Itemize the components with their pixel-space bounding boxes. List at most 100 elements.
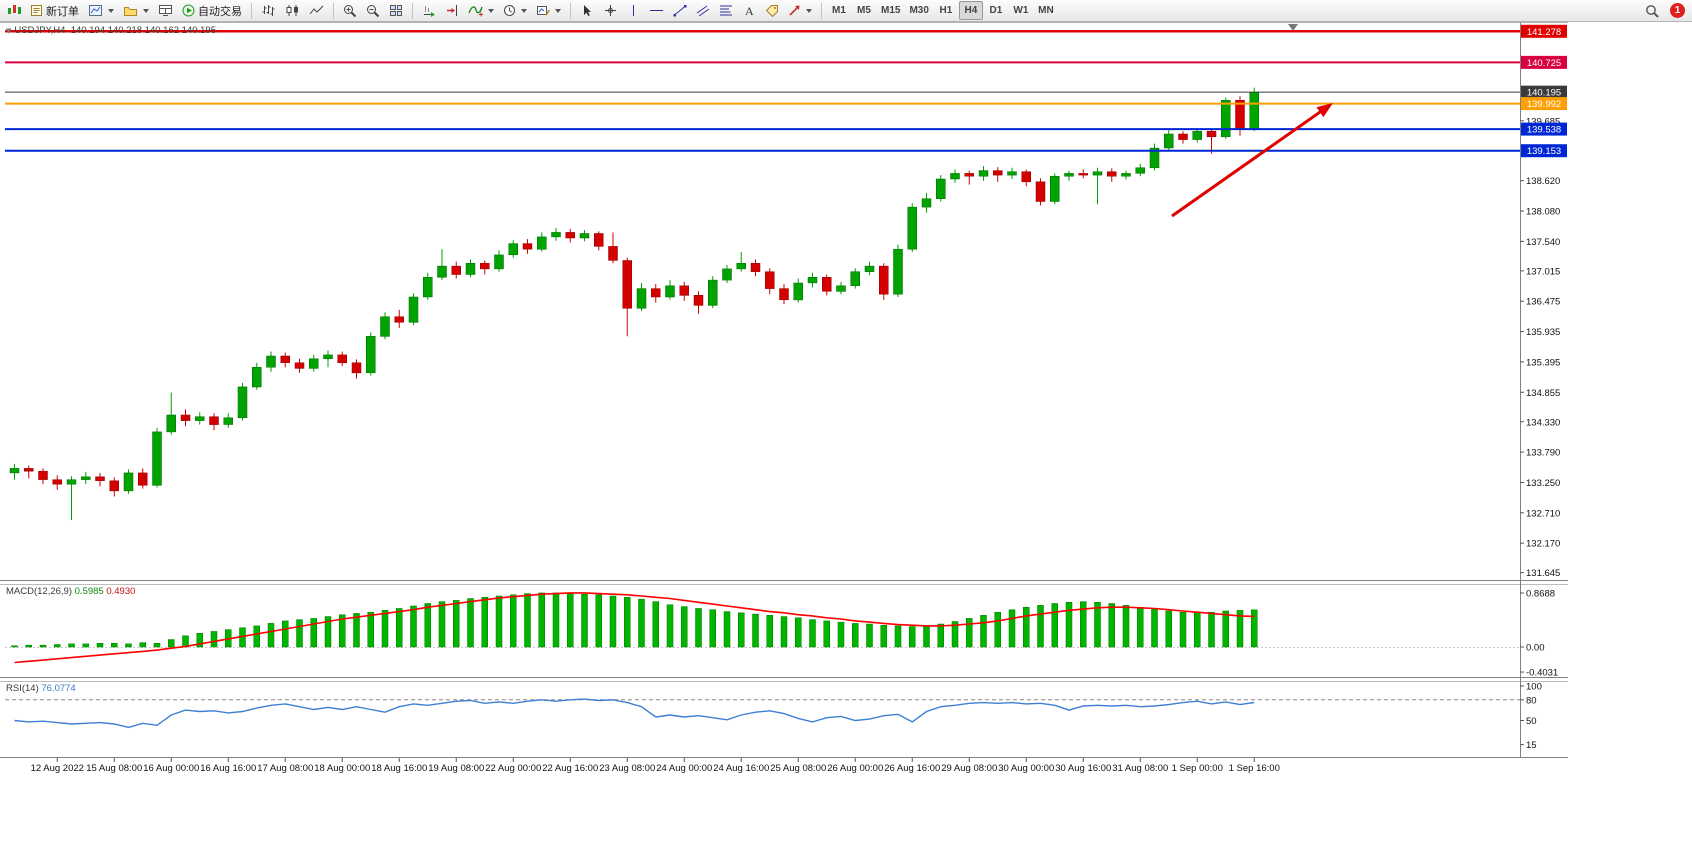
fibonacci-icon <box>719 4 733 17</box>
chevron-down-icon <box>555 8 561 13</box>
price-badge <box>1521 85 1567 99</box>
macd-histogram-bar <box>538 592 545 648</box>
profiles-button[interactable] <box>119 1 153 20</box>
line-chart-button[interactable] <box>305 1 328 20</box>
candle-up <box>537 236 547 250</box>
macd-histogram-bar <box>168 639 175 648</box>
line-chart-icon <box>309 4 324 17</box>
candle-up <box>893 248 903 295</box>
macd-histogram-bar <box>980 615 987 648</box>
price-badge-label: 141.278 <box>1527 27 1561 38</box>
macd-histogram-bar <box>752 613 759 648</box>
indicators-button[interactable] <box>464 1 498 20</box>
timeframe-m5-button[interactable]: M5 <box>852 1 876 20</box>
macd-histogram-bar <box>595 594 602 648</box>
price-badge <box>1521 55 1567 69</box>
arrow-object-icon <box>788 4 801 17</box>
notification-badge[interactable]: 1 <box>1670 3 1685 18</box>
timeframe-m30-button[interactable]: M30 <box>905 1 932 20</box>
text-button[interactable]: A <box>738 1 760 20</box>
bar-chart-button[interactable] <box>257 1 280 20</box>
macd-histogram-bar <box>1222 610 1229 648</box>
chart-shift-button[interactable] <box>441 1 463 20</box>
candle-down <box>565 232 575 239</box>
vertical-line-button[interactable] <box>622 1 644 20</box>
candle-down <box>480 263 490 270</box>
auto-scroll-button[interactable] <box>418 1 440 20</box>
text-label-button[interactable] <box>761 1 783 20</box>
macd-histogram-bar <box>966 618 973 648</box>
timeframe-h1-button[interactable]: H1 <box>934 1 958 20</box>
search-icon[interactable] <box>1641 4 1663 18</box>
symbol-period-label: USDJPY,H4 <box>14 25 66 36</box>
candle-up <box>465 263 476 275</box>
candle-down <box>822 277 832 292</box>
new-chart-button[interactable] <box>84 1 118 20</box>
trendline-button[interactable] <box>669 1 691 20</box>
macd-signal-line <box>14 592 1255 664</box>
timeframe-d1-button[interactable]: D1 <box>984 1 1008 20</box>
macd-histogram-bar <box>652 601 659 648</box>
macd-histogram-bar <box>937 623 944 648</box>
time-axis[interactable]: 12 Aug 2022 15 Aug 08:00 16 Aug 00:00 16 Au… <box>31 758 1280 774</box>
channel-button[interactable] <box>692 1 714 20</box>
zoom-out-button[interactable] <box>362 1 384 20</box>
timeframe-h4-button[interactable]: H4 <box>958 1 983 20</box>
arrows-button[interactable] <box>784 1 816 20</box>
auto-trading-button[interactable]: 自动交易 <box>178 1 246 20</box>
candle-down <box>693 295 704 306</box>
macd-histogram-bar <box>68 643 75 648</box>
price-axis[interactable]: 139.685 138.620 138.080 137.540 137.015 136.4… <box>1520 24 1567 579</box>
macd-histogram-bar <box>795 617 802 648</box>
candlestick-chart-button[interactable] <box>281 1 304 20</box>
templates-button[interactable] <box>532 1 565 20</box>
candle-up <box>551 232 561 238</box>
macd-histogram-bar <box>567 593 574 648</box>
macd-histogram-bar <box>310 618 317 648</box>
fibonacci-button[interactable] <box>715 1 737 20</box>
time-axis-label: 17 Aug 08:00 <box>257 763 313 774</box>
new-order-button[interactable]: 新订单 <box>26 1 83 20</box>
macd-histogram-bar <box>453 600 460 648</box>
timeframe-m15-button[interactable]: M15 <box>877 1 904 20</box>
tile-windows-button[interactable] <box>385 1 407 20</box>
chevron-down-icon <box>143 8 149 13</box>
collapse-arrow-icon[interactable]: ▼ <box>6 27 12 35</box>
macd-histogram-bar <box>367 611 374 648</box>
macd-histogram-bar <box>852 623 859 648</box>
time-axis-label: 26 Aug 16:00 <box>884 763 940 774</box>
macd-histogram-bar <box>880 624 887 648</box>
macd-histogram-bar <box>666 604 674 648</box>
cursor-button[interactable] <box>576 1 598 20</box>
timeframe-mn-button[interactable]: MN <box>1034 1 1058 20</box>
macd-histogram-bar <box>253 625 260 648</box>
rsi-axis-tick: 15 <box>1526 740 1537 751</box>
chart-shift-marker[interactable] <box>1288 24 1298 31</box>
candle-down <box>679 285 689 296</box>
horizontal-line-button[interactable] <box>645 1 668 20</box>
price-axis-tick: 134.855 <box>1526 388 1560 399</box>
crosshair-button[interactable] <box>599 1 621 20</box>
candle-down <box>95 476 105 481</box>
timeframe-m1-button[interactable]: M1 <box>827 1 851 20</box>
price-axis-tick: 136.475 <box>1526 297 1560 308</box>
candle-up <box>1192 130 1202 140</box>
macd-histogram-bar <box>410 605 417 648</box>
candle-down <box>451 265 461 275</box>
periods-button[interactable] <box>499 1 531 20</box>
candle-up <box>1064 173 1074 177</box>
timeframe-toolbar: M1 M5 M15 M30 H1 H4 D1 W1 MN <box>827 1 1058 20</box>
chart-shift-icon <box>445 4 459 17</box>
macd-indicator-label: MACD(12,26,9) 0.5985 0.4930 <box>6 586 135 597</box>
candle-up <box>978 170 989 177</box>
data-window-button[interactable] <box>154 1 177 20</box>
zoom-in-button[interactable] <box>339 1 361 20</box>
rsi-main-value: 76.0774 <box>41 683 76 694</box>
timeframe-w1-button[interactable]: W1 <box>1009 1 1033 20</box>
trend-arrow-annotation[interactable] <box>1171 103 1333 218</box>
candle-up <box>1121 173 1131 177</box>
macd-panel: 0.8688 0.00 -0.4031 <box>5 589 1558 679</box>
macd-histogram-bar <box>510 594 517 648</box>
macd-histogram-bar <box>381 610 389 648</box>
